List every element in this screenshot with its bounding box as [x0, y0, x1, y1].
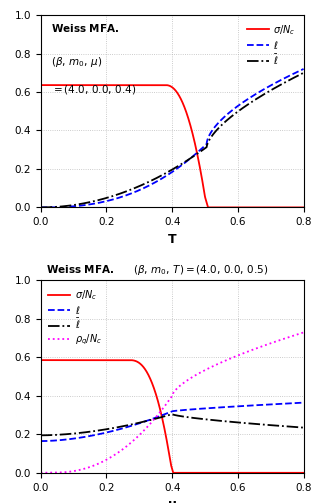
- Text: $=(4.0,\, 0.0,\, 0.4)$: $=(4.0,\, 0.0,\, 0.4)$: [51, 82, 136, 96]
- Text: $\bf{Weiss\ MFA.}$: $\bf{Weiss\ MFA.}$: [51, 23, 119, 34]
- Text: $(\beta,\, m_0,\, \mu)$: $(\beta,\, m_0,\, \mu)$: [51, 55, 103, 69]
- X-axis label: μ: μ: [167, 498, 177, 503]
- Text: $(\beta,\, m_0,\, T) = (4.0,\, 0.0,\, 0.5)$: $(\beta,\, m_0,\, T) = (4.0,\, 0.0,\, 0.…: [133, 263, 268, 277]
- Legend: $\sigma/N_c$, $\ell$, $\bar{\ell}$, $\rho_q/N_c$: $\sigma/N_c$, $\ell$, $\bar{\ell}$, $\rh…: [46, 285, 105, 350]
- Legend: $\sigma/N_c$, $\ell$, $\bar{\ell}$: $\sigma/N_c$, $\ell$, $\bar{\ell}$: [244, 20, 299, 69]
- X-axis label: T: T: [168, 233, 177, 245]
- Text: $\bf{Weiss\ MFA.}$: $\bf{Weiss\ MFA.}$: [46, 263, 114, 275]
